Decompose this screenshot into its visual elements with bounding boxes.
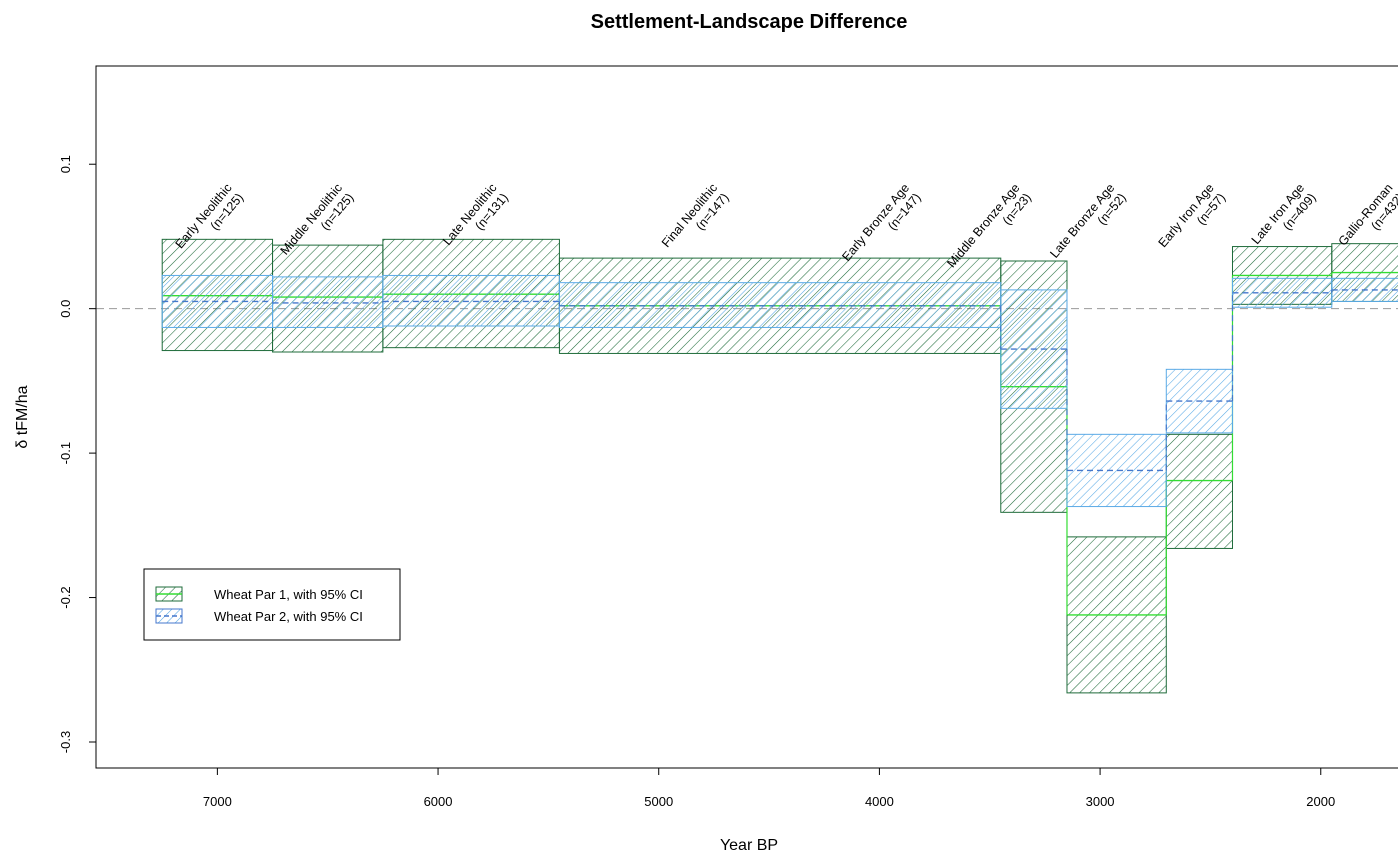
y-tick-label: -0.2 — [58, 586, 73, 608]
y-tick-label: 0.0 — [58, 300, 73, 318]
x-tick-label: 7000 — [203, 794, 232, 809]
legend-label-par1: Wheat Par 1, with 95% CI — [214, 587, 363, 602]
y-tick-label: -0.3 — [58, 731, 73, 753]
legend-label-par2: Wheat Par 2, with 95% CI — [214, 609, 363, 624]
period-label: Final Neolithic(n=147) — [659, 181, 732, 260]
par2-ci-band-3 — [558, 282, 1002, 328]
x-tick-label: 6000 — [424, 794, 453, 809]
plot-frame — [95, 65, 1398, 769]
chart-title: Settlement-Landscape Difference — [591, 11, 908, 33]
legend-box — [143, 568, 401, 641]
x-tick-label: 2000 — [1306, 794, 1335, 809]
y-tick-label: -0.1 — [58, 442, 73, 464]
y-axis: 0.1 0.0 -0.1 -0.2 -0.3 — [58, 155, 96, 753]
x-tick-label: 5000 — [644, 794, 673, 809]
x-tick-label: 3000 — [1086, 794, 1115, 809]
x-axis: 7000 6000 5000 4000 3000 2000 — [203, 768, 1335, 809]
period-label: Late Iron Age(n=409) — [1249, 181, 1319, 257]
par2-ci-band-1 — [272, 276, 384, 328]
y-tick-label: 0.1 — [58, 155, 73, 173]
series-wheat-par-2 — [161, 274, 1398, 508]
par1-ci-band-6 — [1165, 433, 1233, 549]
period-label: Late Bronze Age(n=52) — [1047, 181, 1129, 270]
x-axis-label: Year BP — [720, 837, 778, 851]
y-axis-label: δ tFM/ha — [14, 385, 31, 448]
par2-ci-band-2 — [382, 274, 560, 327]
legend: Wheat Par 1, with 95% CI Wheat Par 2, wi… — [143, 568, 401, 641]
x-tick-label: 4000 — [865, 794, 894, 809]
plot-area — [96, 238, 1398, 694]
period-label: Early Iron Age(n=57) — [1156, 181, 1229, 260]
